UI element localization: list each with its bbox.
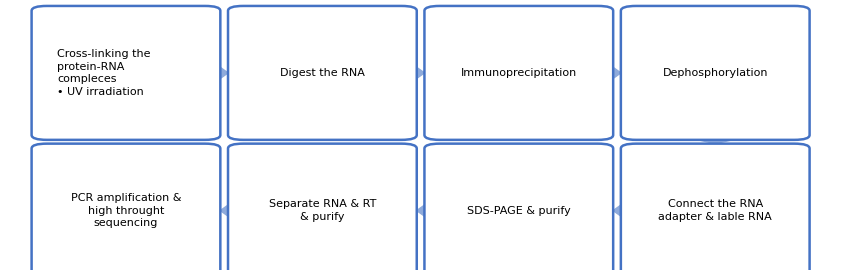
FancyArrow shape xyxy=(209,59,228,86)
FancyBboxPatch shape xyxy=(228,144,416,270)
Text: Connect the RNA
adapter & lable RNA: Connect the RNA adapter & lable RNA xyxy=(658,199,771,222)
FancyBboxPatch shape xyxy=(32,144,220,270)
FancyBboxPatch shape xyxy=(228,6,416,140)
FancyArrow shape xyxy=(416,197,435,224)
FancyBboxPatch shape xyxy=(620,6,809,140)
FancyArrow shape xyxy=(612,197,631,224)
FancyBboxPatch shape xyxy=(424,6,612,140)
FancyArrow shape xyxy=(405,59,424,86)
Text: Cross-linking the
protein-RNA
compleces
• UV irradiation: Cross-linking the protein-RNA compleces … xyxy=(57,49,150,97)
Text: Immunoprecipitation: Immunoprecipitation xyxy=(460,68,577,78)
FancyBboxPatch shape xyxy=(620,144,809,270)
Text: PCR amplification &
high throught
sequencing: PCR amplification & high throught sequen… xyxy=(71,193,181,228)
FancyBboxPatch shape xyxy=(32,6,220,140)
FancyBboxPatch shape xyxy=(424,144,612,270)
Text: Digest the RNA: Digest the RNA xyxy=(280,68,364,78)
FancyArrow shape xyxy=(220,197,239,224)
FancyArrow shape xyxy=(672,134,757,144)
FancyArrow shape xyxy=(601,59,620,86)
Text: SDS-PAGE & purify: SDS-PAGE & purify xyxy=(467,205,570,216)
Text: Dephosphorylation: Dephosphorylation xyxy=(662,68,767,78)
Text: Separate RNA & RT
& purify: Separate RNA & RT & purify xyxy=(269,199,375,222)
